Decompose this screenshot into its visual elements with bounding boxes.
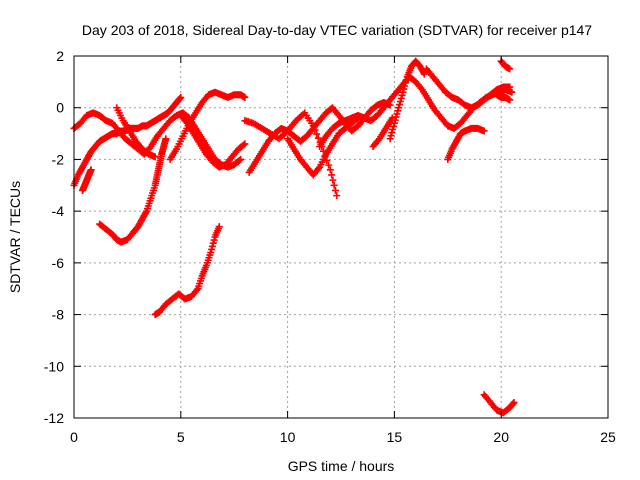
y-tick-label: -8 [52, 307, 65, 323]
data-point [215, 223, 223, 231]
series-track-17 [493, 91, 514, 104]
data-point [323, 156, 331, 164]
data-point [311, 126, 319, 134]
series-track-10 [241, 109, 341, 200]
data-point [508, 88, 516, 96]
data-point [325, 161, 333, 169]
series-track-6 [166, 88, 249, 163]
y-tick-label: 0 [56, 100, 64, 116]
data-point [506, 65, 514, 73]
series-track-15 [422, 65, 514, 112]
data-point [162, 135, 170, 143]
x-tick-label: 10 [280, 429, 296, 445]
series-track-2 [70, 93, 185, 189]
data-point [480, 127, 488, 135]
y-tick-label: -10 [44, 358, 64, 374]
x-tick-label: 0 [70, 429, 78, 445]
x-axis-label: GPS time / hours [288, 458, 395, 474]
data-point [388, 114, 396, 122]
series-track-4 [96, 135, 170, 246]
x-tick-labels: 0 5 10 15 20 25 [70, 429, 616, 445]
x-tick-label: 15 [387, 429, 403, 445]
y-tick-label: -6 [52, 255, 65, 271]
data-point [151, 153, 159, 161]
data-point [235, 156, 243, 164]
data-point [506, 83, 514, 91]
series-track-14 [369, 114, 396, 150]
series-track-16 [444, 124, 488, 163]
series-track-19 [480, 391, 518, 417]
plot-frame [73, 55, 609, 419]
data-point [314, 134, 322, 142]
data-point [309, 122, 317, 130]
y-axis-label: SDTVAR / TECUs [7, 181, 23, 293]
data-point [87, 166, 95, 174]
data-point [241, 93, 249, 101]
series-track-8 [113, 104, 159, 161]
data-point [237, 155, 245, 163]
chart-title: Day 203 of 2018, Sidereal Day-to-day VTE… [82, 22, 592, 38]
data-point [326, 166, 334, 174]
y-tick-labels: 2 0 -2 -4 -6 -8 -10 -12 [44, 48, 64, 426]
data-point [241, 140, 249, 148]
axis-ticks [73, 55, 609, 419]
data-point [313, 130, 321, 138]
data-point [509, 400, 517, 408]
data-point [240, 141, 248, 149]
y-tick-label: -2 [52, 151, 65, 167]
x-tick-label: 25 [600, 429, 616, 445]
series-track-18 [497, 57, 514, 73]
series-track-7 [177, 111, 249, 171]
data-point [329, 176, 337, 184]
data-points [70, 57, 518, 417]
data-point [330, 181, 338, 189]
x-tick-label: 20 [493, 429, 509, 445]
data-point [333, 192, 341, 200]
y-tick-label: 2 [56, 48, 64, 64]
x-tick-label: 5 [177, 429, 185, 445]
data-point [328, 171, 336, 179]
data-point [177, 93, 185, 101]
data-point [331, 186, 339, 194]
y-tick-label: -12 [44, 410, 64, 426]
series-track-3 [79, 166, 95, 194]
data-point [420, 70, 428, 78]
data-point [176, 94, 184, 102]
y-tick-label: -4 [52, 203, 65, 219]
data-point [506, 96, 514, 104]
data-point [510, 398, 518, 406]
series-track-5 [151, 223, 223, 319]
